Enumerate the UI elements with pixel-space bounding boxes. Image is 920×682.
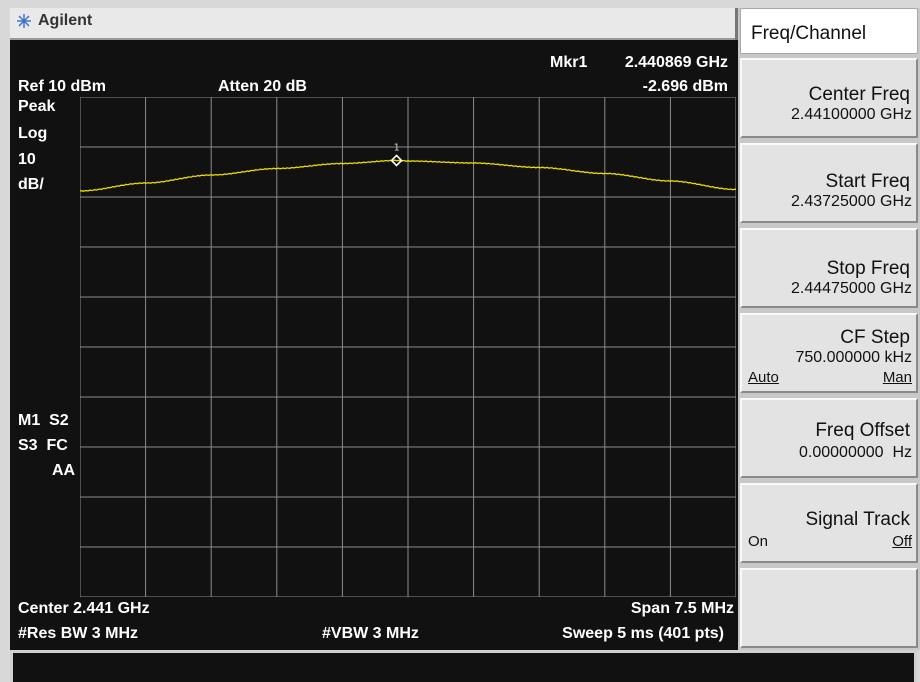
sweep-time: Sweep 5 ms (401 pts)	[562, 625, 724, 642]
brand-logo: Agilent	[16, 12, 92, 30]
start-freq-key[interactable]: Start Freq 2.43725000 GHz	[740, 143, 918, 223]
attenuation: Atten 20 dB	[218, 78, 307, 95]
signal-track-off-option: Off	[892, 533, 912, 550]
marker-label: Mkr1	[550, 54, 588, 71]
marker-diamond-icon	[390, 154, 403, 167]
softkey-value: 2.43725000 GHz	[791, 193, 912, 210]
marker-frequency: 2.440869 GHz	[624, 54, 728, 71]
status-flags-row-2: S3 FC	[18, 437, 68, 454]
freq-offset-key[interactable]: Freq Offset 0.00000000 Hz	[740, 398, 918, 478]
status-bar	[10, 650, 917, 682]
softkey-label: Center Freq	[808, 84, 910, 105]
softkey-label: Signal Track	[805, 509, 910, 530]
scale-unit: dB/	[18, 176, 44, 193]
softkey-value: 0.00000000 Hz	[799, 444, 912, 461]
softkey-value: 2.44100000 GHz	[791, 106, 912, 123]
softkey-value: 750.000000 kHz	[795, 349, 912, 366]
softkey-value: 2.44475000 GHz	[791, 280, 912, 297]
cf-step-auto-option: Auto	[748, 369, 779, 386]
status-flags-row-3: AA	[52, 462, 76, 479]
marker-level: -2.696 dBm	[642, 78, 728, 95]
cf-step-key[interactable]: CF Step 750.000000 kHz Auto Man	[740, 313, 918, 393]
resolution-bandwidth: #Res BW 3 MHz	[18, 625, 139, 642]
stop-freq-key[interactable]: Stop Freq 2.44475000 GHz	[740, 228, 918, 308]
agilent-spark-icon	[17, 14, 31, 28]
signal-track-key[interactable]: Signal Track On Off	[740, 483, 918, 563]
scale-value: 10	[18, 151, 36, 168]
video-bandwidth: #VBW 3 MHz	[322, 625, 419, 642]
span: Span 7.5 MHz	[630, 600, 734, 617]
softkey-label: Start Freq	[825, 171, 910, 192]
cf-step-man-option: Man	[882, 369, 912, 386]
softkey-label: Stop Freq	[826, 258, 910, 279]
softkey-label: Freq Offset	[815, 420, 910, 441]
menu-title: Freq/Channel	[740, 8, 918, 54]
signal-track-on-option: On	[748, 533, 769, 550]
center-frequency: Center 2.441 GHz	[18, 600, 150, 617]
spectrum-trace	[80, 159, 736, 192]
detector-mode: Peak	[18, 98, 56, 115]
ref-level: Ref 10 dBm	[18, 78, 107, 95]
marker-1: 1	[390, 142, 403, 167]
softkey-panel: Freq/Channel Center Freq 2.44100000 GHz …	[738, 8, 920, 650]
spectrum-graticule: 1	[80, 97, 736, 597]
blank-key[interactable]	[740, 568, 918, 648]
title-bar: Agilent	[10, 8, 738, 40]
center-freq-key[interactable]: Center Freq 2.44100000 GHz	[740, 58, 918, 138]
status-flags-row-1: M1 S2	[18, 412, 69, 429]
scale-type: Log	[18, 125, 48, 142]
analyzer-display: Agilent Ref 10 dBm Atten 20 dB Mkr1 2.44…	[10, 8, 738, 650]
marker-number: 1	[394, 142, 400, 153]
softkey-label: CF Step	[840, 327, 910, 348]
title-separator	[735, 8, 738, 40]
brand-name: Agilent	[38, 12, 93, 29]
grid	[80, 97, 736, 597]
menu-title-text: Freq/Channel	[751, 23, 867, 44]
